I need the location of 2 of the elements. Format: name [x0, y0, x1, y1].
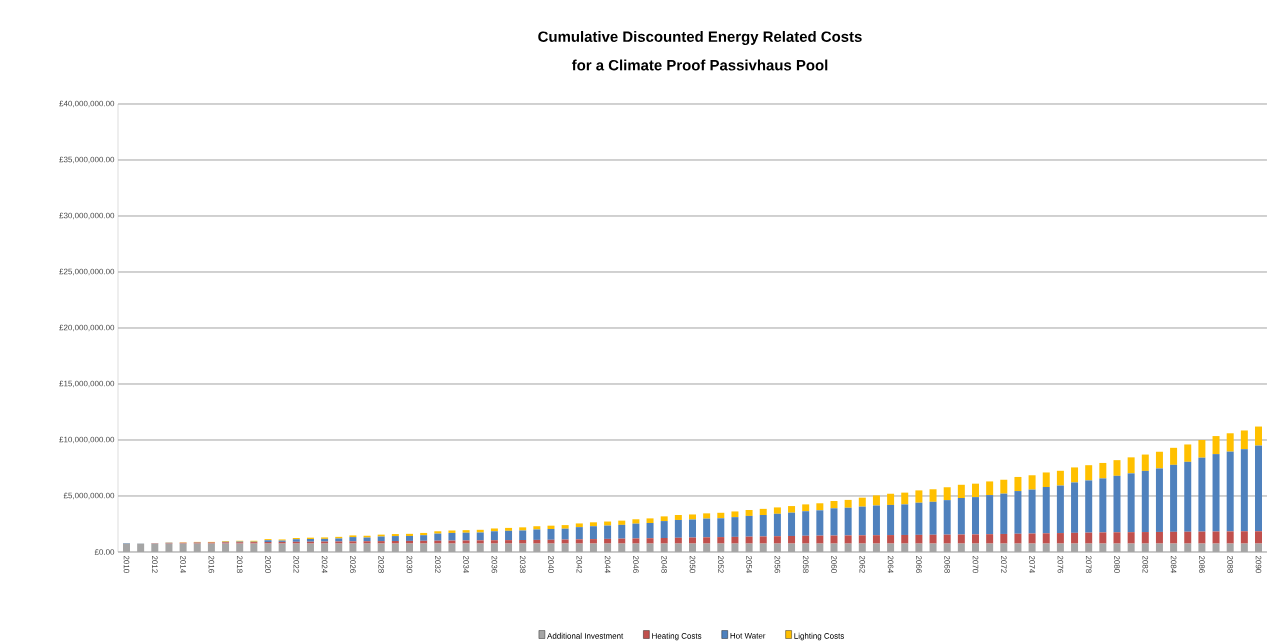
chart-title: Cumulative Discounted Energy Related Costs: [538, 30, 862, 45]
chart-subtitle: for a Climate Proof Passivhaus Pool: [571, 59, 828, 71]
